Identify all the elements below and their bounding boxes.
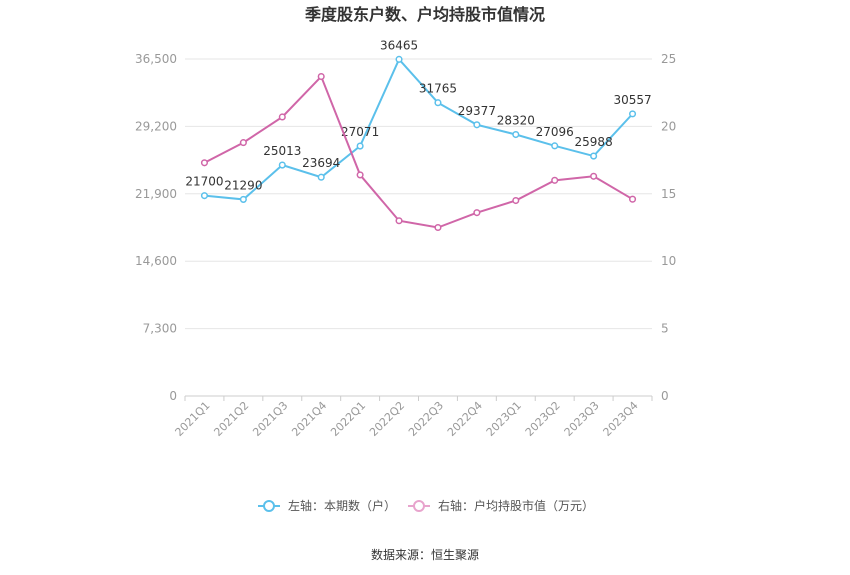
data-point[interactable] (628, 110, 637, 118)
legend-item-market-value[interactable]: 右轴：户均持股市值（万元） (408, 498, 594, 513)
data-point[interactable] (317, 72, 325, 81)
source-note: 数据来源：恒生聚源 (371, 547, 479, 562)
data-point[interactable] (473, 121, 481, 129)
x-tick-label: 2023Q1 (484, 399, 524, 439)
data-point[interactable] (356, 171, 364, 179)
data-point[interactable] (434, 99, 442, 107)
data-point[interactable] (200, 159, 209, 167)
data-point[interactable] (239, 195, 247, 203)
legend-item-households[interactable]: 左轴：本期数（户） (258, 498, 396, 513)
left-tick-label: 7,300 (143, 322, 177, 336)
data-point[interactable] (356, 142, 364, 150)
right-tick-label: 0 (661, 389, 669, 403)
x-axis: 2021Q12021Q22021Q32021Q42022Q12022Q22022… (173, 396, 653, 439)
legend-marker-market-value (413, 500, 425, 512)
x-tick-label: 2021Q3 (250, 399, 290, 439)
data-label: 25988 (575, 135, 613, 149)
data-label: 28320 (497, 114, 535, 128)
data-point[interactable] (278, 161, 286, 169)
x-tick-label: 2021Q1 (173, 399, 213, 439)
left-tick-label: 0 (169, 389, 177, 403)
chart-title: 季度股东户数、户均持股市值情况 (304, 5, 545, 24)
x-tick-label: 2023Q4 (601, 399, 641, 439)
right-tick-label: 5 (661, 322, 669, 336)
data-point[interactable] (590, 152, 598, 160)
left-tick-label: 14,600 (135, 254, 177, 268)
data-point[interactable] (473, 209, 481, 217)
data-label: 21290 (224, 178, 262, 192)
data-point[interactable] (512, 196, 520, 205)
legend[interactable]: 左轴：本期数（户） 右轴：户均持股市值（万元） (258, 498, 594, 513)
x-tick-label: 2022Q2 (367, 399, 407, 439)
data-point[interactable] (590, 172, 598, 180)
left-tick-label: 29,200 (135, 119, 177, 133)
series-line-households (204, 57, 634, 201)
x-tick-label: 2022Q1 (328, 399, 368, 439)
data-point[interactable] (434, 223, 442, 232)
left-tick-label: 36,500 (135, 52, 177, 66)
x-tick-label: 2021Q4 (289, 399, 329, 439)
data-point[interactable] (395, 55, 403, 63)
series-line-market-value (203, 74, 634, 229)
data-point[interactable] (551, 142, 559, 150)
x-tick-label: 2023Q3 (562, 399, 602, 439)
grid-lines (185, 58, 652, 397)
data-point[interactable] (278, 113, 286, 121)
right-tick-label: 15 (661, 187, 676, 201)
data-label: 21700 (185, 175, 223, 189)
data-point[interactable] (317, 173, 325, 181)
data-point[interactable] (628, 195, 637, 203)
data-point[interactable] (512, 130, 520, 139)
data-label: 30557 (613, 93, 651, 107)
data-label: 27071 (341, 125, 379, 139)
left-tick-label: 21,900 (135, 187, 177, 201)
right-tick-label: 25 (661, 52, 676, 66)
right-tick-label: 20 (661, 119, 676, 133)
right-tick-label: 10 (661, 254, 676, 268)
left-axis: 0 7,300 14,600 21,900 29,200 36,500 (135, 52, 177, 403)
x-tick-label: 2021Q2 (211, 399, 251, 439)
legend-label-market-value: 右轴：户均持股市值（万元） (438, 498, 594, 513)
data-label: 25013 (263, 144, 301, 158)
data-label: 27096 (536, 125, 574, 139)
data-point[interactable] (200, 192, 209, 200)
data-point[interactable] (395, 217, 403, 225)
data-point[interactable] (239, 139, 247, 147)
data-label: 29377 (458, 104, 496, 118)
legend-marker-households (263, 500, 275, 512)
x-tick-label: 2022Q3 (406, 399, 446, 439)
x-tick-label: 2023Q2 (523, 399, 563, 439)
data-point[interactable] (551, 176, 559, 184)
data-label: 36465 (380, 38, 418, 52)
x-tick-label: 2022Q4 (445, 399, 485, 439)
right-axis: 0 5 10 15 20 25 (661, 52, 676, 403)
data-label: 31765 (419, 82, 457, 96)
legend-label-households: 左轴：本期数（户） (288, 498, 396, 513)
data-label: 23694 (302, 156, 340, 170)
